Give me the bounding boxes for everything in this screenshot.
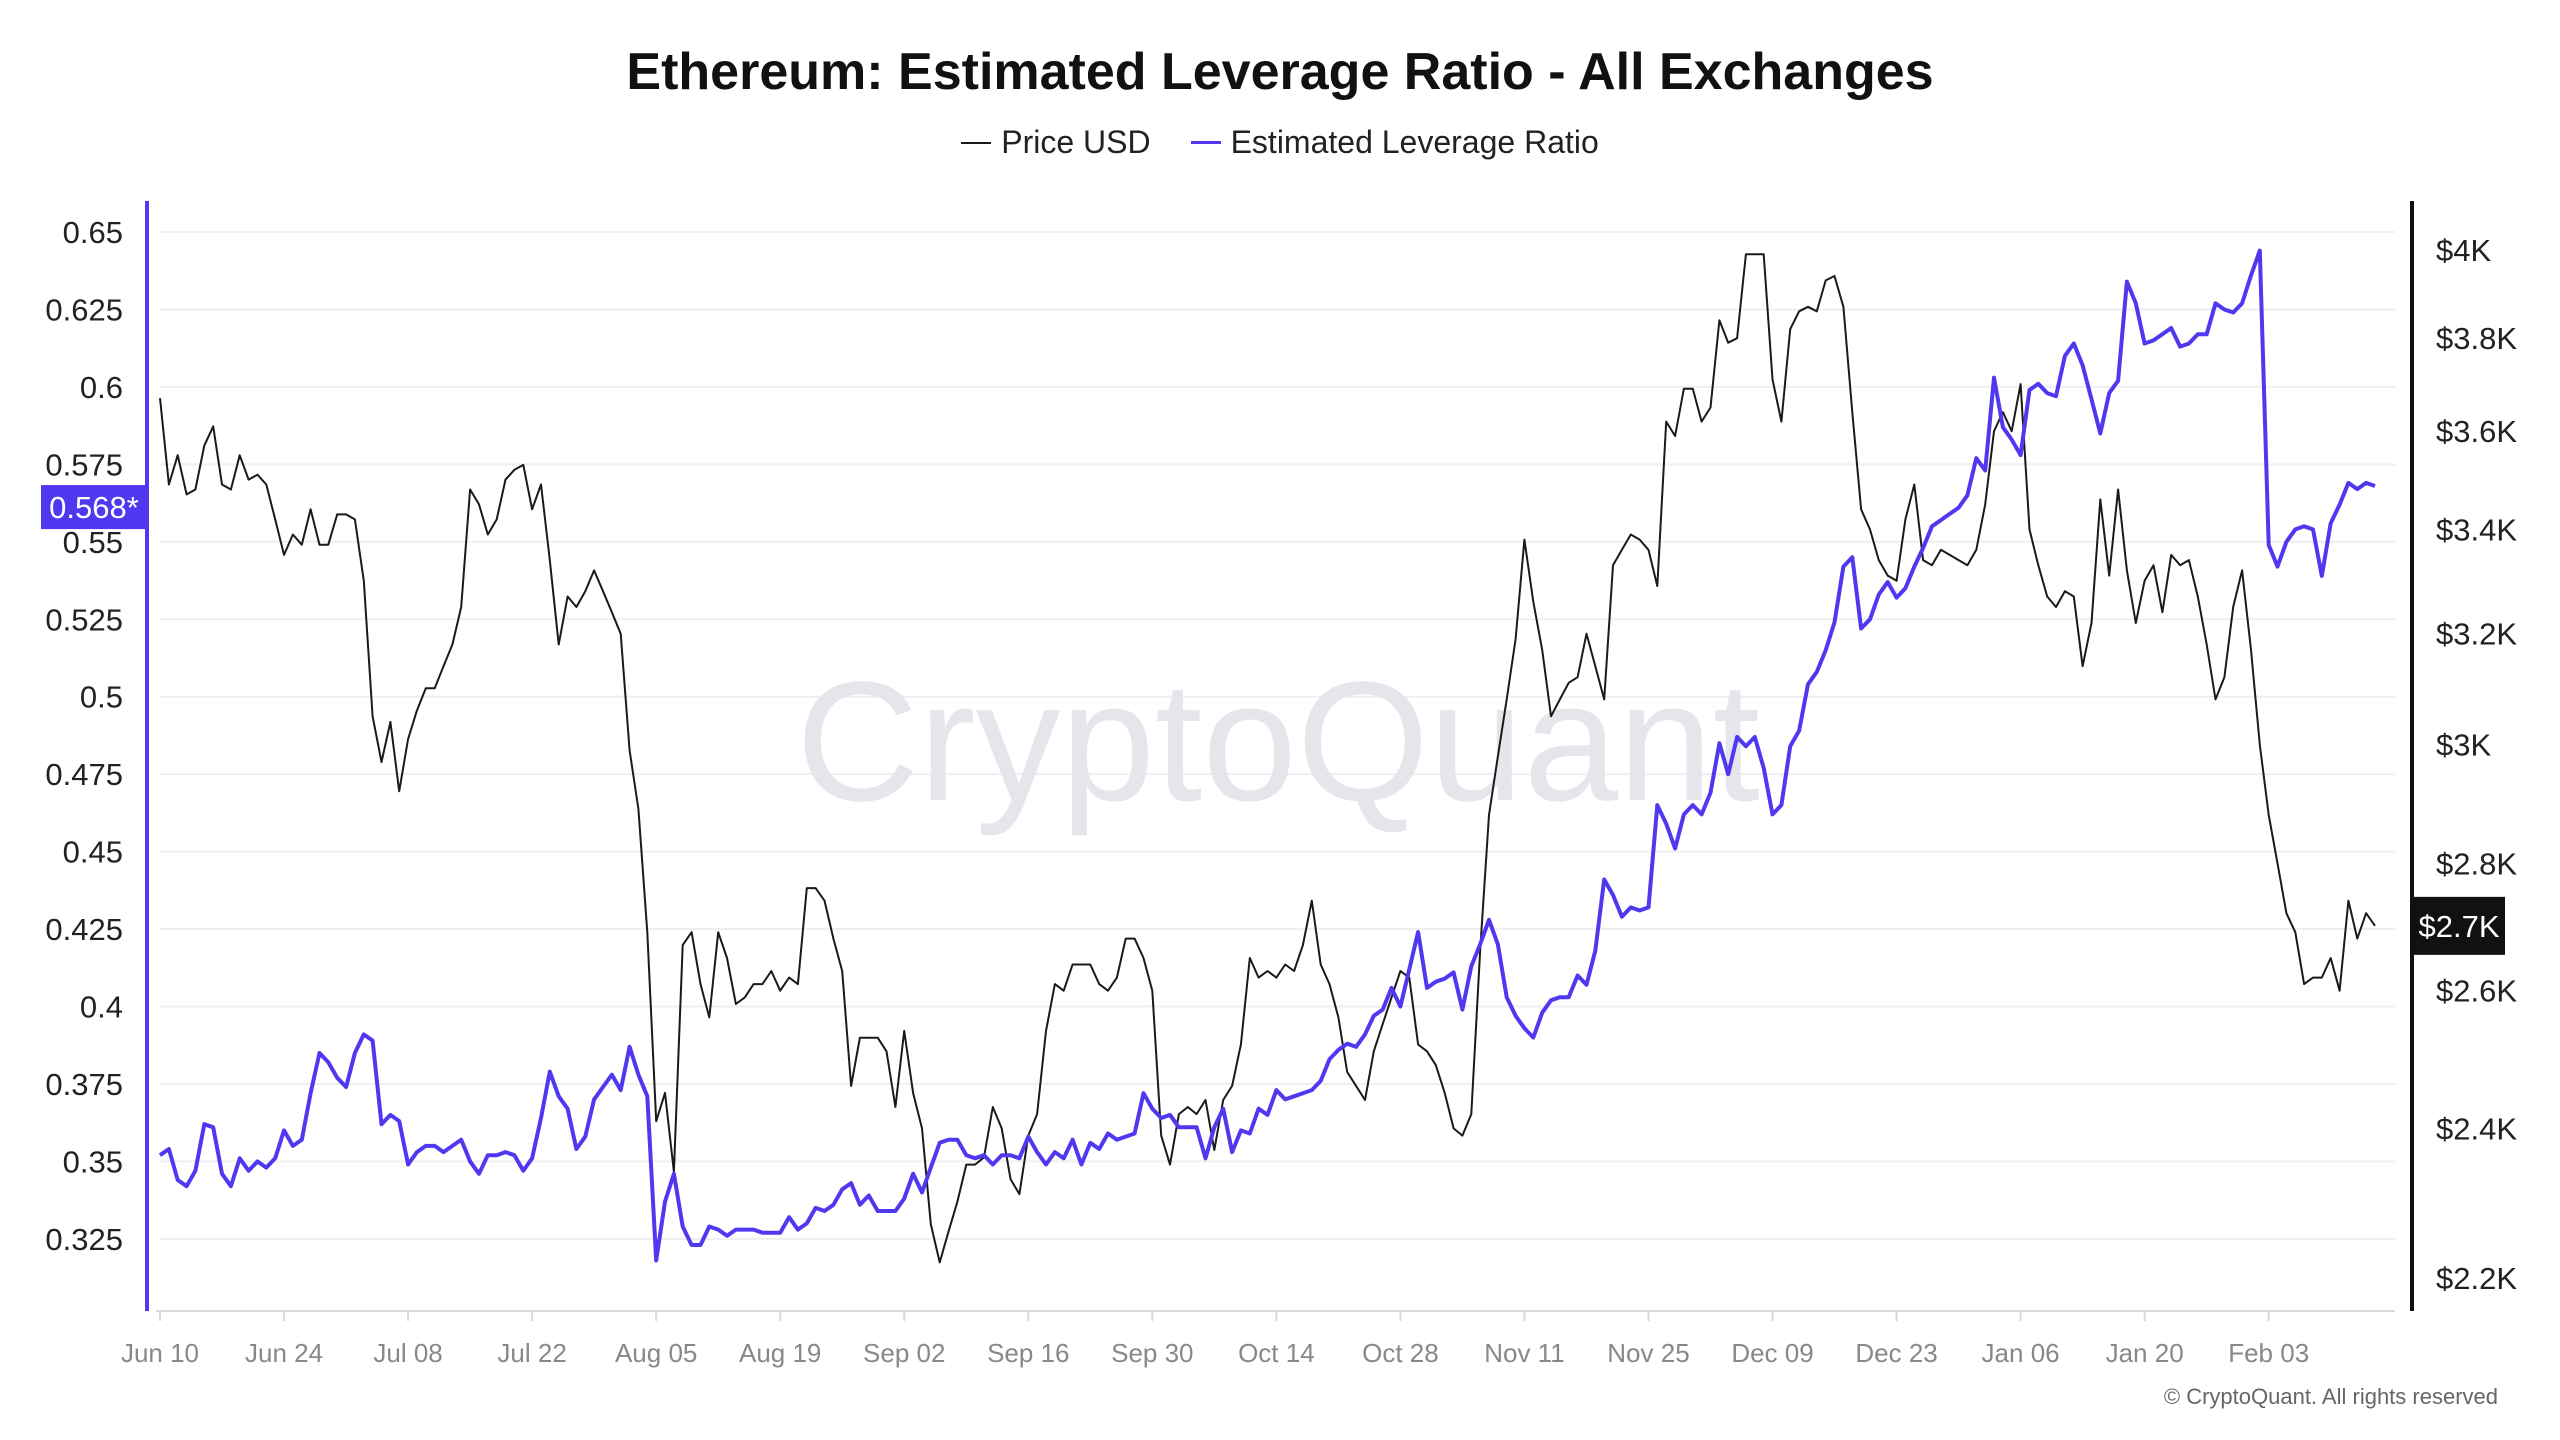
- x-axis-tick-label: Sep 30: [1111, 1338, 1193, 1368]
- right-axis-tick-label: $2.6K: [2436, 974, 2517, 1009]
- x-axis-tick-label: Jul 22: [497, 1338, 566, 1368]
- x-axis-tick-label: Jun 10: [121, 1338, 199, 1368]
- x-axis-tick-label: Jul 08: [373, 1338, 442, 1368]
- estimated-leverage-ratio-line: [158, 248, 2376, 1263]
- left-axis-tick-label: 0.45: [63, 835, 123, 870]
- left-axis-tick-label: 0.5: [80, 680, 123, 715]
- left-axis-tick-label: 0.475: [45, 757, 123, 792]
- x-axis-tick-label: Feb 03: [2228, 1338, 2309, 1368]
- x-axis-tick-label: Jun 24: [245, 1338, 323, 1368]
- legend-swatch-price: [961, 141, 992, 144]
- x-axis-tick-label: Dec 23: [1855, 1338, 1937, 1368]
- left-axis-tick-label: 0.575: [45, 447, 123, 482]
- left-axis-tick-label: 0.35: [63, 1144, 123, 1179]
- x-axis-tick-label: Jan 06: [1982, 1338, 2060, 1368]
- current-price-badge-label: $2.7K: [2418, 909, 2499, 944]
- legend-swatch-leverage: [1190, 141, 1221, 144]
- current-leverage-badge: [41, 485, 147, 530]
- left-axis-tick-label: 0.4: [80, 990, 123, 1025]
- x-axis-tick-label: Oct 14: [1238, 1338, 1315, 1368]
- left-axis-tick-label: 0.525: [45, 602, 123, 637]
- axis-badges: 0.568* $2.7K: [41, 485, 2505, 955]
- legend-label-price: Price USD: [1001, 124, 1151, 160]
- left-axis-tick-label: 0.375: [45, 1067, 123, 1102]
- x-axis-tick-label: Jan 20: [2106, 1338, 2184, 1368]
- right-axis-tick-label: $3.6K: [2436, 414, 2517, 449]
- current-price-badge: [2413, 896, 2505, 955]
- x-axis-tick-label: Dec 09: [1731, 1338, 1813, 1368]
- left-axis-tick-label: 0.6: [80, 370, 123, 405]
- axes: 0.65 0.625 0.6 0.575 0.55 0.525 0.5 0.475 0.45 0.…: [45, 201, 2517, 1368]
- right-axis-tick-label: $3.4K: [2436, 512, 2517, 547]
- x-axis-tick-label: Nov 25: [1607, 1338, 1689, 1368]
- left-axis-tick-label: 0.625: [45, 292, 123, 327]
- current-leverage-badge-label: 0.568*: [49, 490, 139, 525]
- x-axis-tick-label: Nov 11: [1484, 1338, 1564, 1368]
- x-axis-tick-label: Aug 05: [615, 1338, 697, 1368]
- left-axis-tick-label: 0.55: [63, 525, 123, 560]
- copyright: © CryptoQuant. All rights reserved: [2163, 1384, 2498, 1409]
- x-axis-tick-label: Sep 16: [987, 1338, 1069, 1368]
- right-axis-tick-label: $2.2K: [2436, 1261, 2517, 1296]
- x-axis-tick-label: Oct 28: [1362, 1338, 1439, 1368]
- gridlines: [160, 231, 2395, 1240]
- legend: Price USD Estimated Leverage Ratio: [0, 124, 2560, 161]
- series-lines: [158, 248, 2376, 1264]
- left-axis-tick-label: 0.325: [45, 1222, 123, 1257]
- x-axis-tick-label: Aug 19: [739, 1338, 821, 1368]
- left-axis-tick-label: 0.65: [63, 215, 123, 250]
- legend-label-leverage: Estimated Leverage Ratio: [1230, 124, 1599, 160]
- right-axis-tick-label: $3.2K: [2436, 617, 2517, 652]
- watermark: CryptoQuant: [796, 647, 1760, 837]
- legend-item-leverage[interactable]: Estimated Leverage Ratio: [1190, 124, 1599, 161]
- right-axis-tick-label: $3K: [2436, 728, 2491, 763]
- right-axis-tick-label: $4K: [2436, 233, 2491, 268]
- price-usd-line: [159, 253, 2376, 1264]
- right-axis-tick-label: $2.8K: [2436, 846, 2517, 881]
- x-axis-tick-label: Sep 02: [863, 1338, 945, 1368]
- right-axis-tick-label: $2.4K: [2436, 1111, 2517, 1146]
- right-axis-tick-label: $3.8K: [2436, 321, 2517, 356]
- chart-title: Ethereum: Estimated Leverage Ratio - All…: [626, 43, 1934, 101]
- left-axis-tick-label: 0.425: [45, 912, 123, 947]
- legend-item-price[interactable]: Price USD: [961, 124, 1151, 161]
